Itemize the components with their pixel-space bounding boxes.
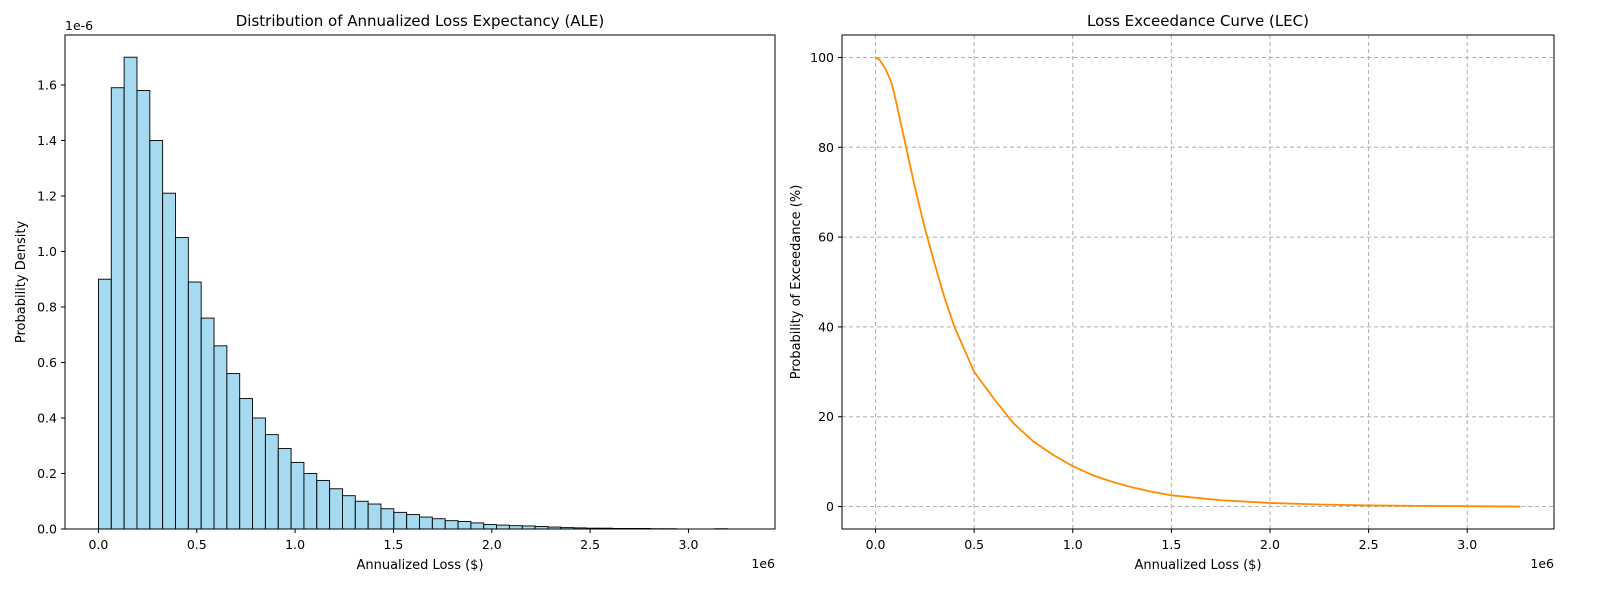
histogram-bar bbox=[200, 317, 215, 530]
histogram-bar bbox=[123, 56, 138, 530]
lec-y-tick-label: 20 bbox=[818, 409, 834, 424]
histogram-x-ticks: 0.0 0.5 1.0 1.5 2.0 2.5 3.0 bbox=[88, 529, 698, 552]
histogram-x-tick-label: 1.0 bbox=[285, 537, 305, 552]
lec-title: Loss Exceedance Curve (LEC) bbox=[1087, 12, 1309, 30]
histogram-bar bbox=[470, 522, 485, 530]
histogram-bar bbox=[97, 278, 112, 530]
lec-y-tick-label: 60 bbox=[818, 230, 834, 245]
histogram-y-axis-label: Probability Density bbox=[14, 221, 29, 344]
lec-y-tick-label: 0 bbox=[826, 499, 834, 514]
histogram-bar bbox=[277, 448, 292, 530]
histogram-bar bbox=[431, 518, 446, 530]
lec-x-tick-label: 0.5 bbox=[964, 537, 984, 552]
histogram-y-tick-label: 0.0 bbox=[37, 522, 57, 537]
histogram-y-tick-label: 1.4 bbox=[37, 133, 57, 148]
lec-curve-line bbox=[875, 56, 1521, 508]
histogram-x-tick-label: 0.5 bbox=[187, 537, 207, 552]
histogram-x-tick-label: 0.0 bbox=[88, 537, 108, 552]
histogram-bar bbox=[496, 524, 510, 530]
histogram-y-tick-label: 0.4 bbox=[37, 410, 57, 425]
histogram-bar bbox=[380, 508, 395, 530]
histogram-plot-frame bbox=[64, 34, 776, 530]
lec-y-ticks: 0 20 40 60 80 100 bbox=[810, 50, 842, 514]
lec-y-tick-label: 80 bbox=[818, 140, 834, 155]
histogram-bar bbox=[329, 488, 343, 530]
histogram-bar bbox=[110, 87, 125, 530]
histogram-x-axis-label: Annualized Loss ($) bbox=[356, 558, 483, 573]
ale-histogram-chart: 0.0 0.5 1.0 1.5 2.0 2.5 3.0 0.0 0.2 0.4 0.6 0.8 1.0… bbox=[14, 12, 776, 573]
histogram-y-offset-label: 1e-6 bbox=[65, 18, 93, 33]
histogram-bar bbox=[213, 345, 228, 530]
histogram-bar bbox=[444, 520, 459, 530]
histogram-x-offset-label: 1e6 bbox=[751, 556, 775, 571]
lec-x-offset-label: 1e6 bbox=[1530, 556, 1554, 571]
histogram-bar bbox=[175, 237, 189, 530]
lec-y-tick-label: 40 bbox=[818, 319, 834, 334]
histogram-bar bbox=[354, 500, 369, 530]
histogram-bars bbox=[97, 56, 729, 530]
histogram-bar bbox=[483, 524, 498, 530]
histogram-y-tick-label: 1.6 bbox=[37, 77, 57, 92]
histogram-title: Distribution of Annualized Loss Expectan… bbox=[236, 12, 605, 30]
histogram-bar bbox=[187, 281, 202, 530]
histogram-bar bbox=[316, 479, 331, 530]
histogram-y-tick-label: 0.2 bbox=[37, 466, 57, 481]
histogram-bar bbox=[457, 521, 472, 530]
histogram-y-ticks: 0.0 0.2 0.4 0.6 0.8 1.0 1.2 1.4 1.6 bbox=[37, 77, 65, 537]
histogram-bar bbox=[162, 192, 176, 530]
lec-x-ticks: 0.0 0.5 1.0 1.5 2.0 2.5 3.0 bbox=[866, 529, 1477, 552]
histogram-bar bbox=[149, 140, 164, 530]
histogram-bar bbox=[367, 503, 382, 530]
histogram-bar bbox=[136, 90, 151, 530]
lec-grid bbox=[842, 35, 1554, 529]
histogram-x-tick-label: 3.0 bbox=[679, 537, 699, 552]
lec-x-tick-label: 1.0 bbox=[1063, 537, 1083, 552]
histogram-bar bbox=[406, 514, 420, 530]
lec-x-tick-label: 2.5 bbox=[1359, 537, 1379, 552]
histogram-y-tick-label: 1.0 bbox=[37, 244, 57, 259]
histogram-bar bbox=[252, 417, 266, 530]
loss-exceedance-chart: 0.0 0.5 1.0 1.5 2.0 2.5 3.0 0 20 40 60 80 100 Loss … bbox=[789, 12, 1555, 573]
histogram-x-tick-label: 1.5 bbox=[384, 537, 404, 552]
histogram-y-tick-label: 1.2 bbox=[37, 188, 57, 203]
lec-x-axis-label: Annualized Loss ($) bbox=[1134, 558, 1261, 573]
histogram-x-tick-label: 2.5 bbox=[580, 537, 600, 552]
histogram-bar bbox=[303, 473, 318, 530]
lec-x-tick-label: 1.5 bbox=[1161, 537, 1181, 552]
histogram-y-tick-label: 0.8 bbox=[37, 299, 57, 314]
histogram-bar bbox=[239, 398, 254, 530]
histogram-bar bbox=[264, 434, 279, 530]
histogram-bar bbox=[342, 495, 356, 530]
lec-y-tick-label: 100 bbox=[810, 50, 834, 65]
histogram-bar bbox=[393, 511, 408, 530]
lec-x-tick-label: 3.0 bbox=[1457, 537, 1477, 552]
lec-x-tick-label: 0.0 bbox=[866, 537, 886, 552]
histogram-bar bbox=[290, 461, 305, 530]
histogram-x-tick-label: 2.0 bbox=[482, 537, 502, 552]
lec-y-axis-label: Probability of Exceedance (%) bbox=[789, 185, 804, 380]
histogram-bar bbox=[419, 516, 433, 530]
histogram-bar bbox=[226, 373, 241, 530]
lec-x-tick-label: 2.0 bbox=[1260, 537, 1280, 552]
histogram-y-tick-label: 0.6 bbox=[37, 355, 57, 370]
lec-plot-frame bbox=[841, 34, 1555, 530]
